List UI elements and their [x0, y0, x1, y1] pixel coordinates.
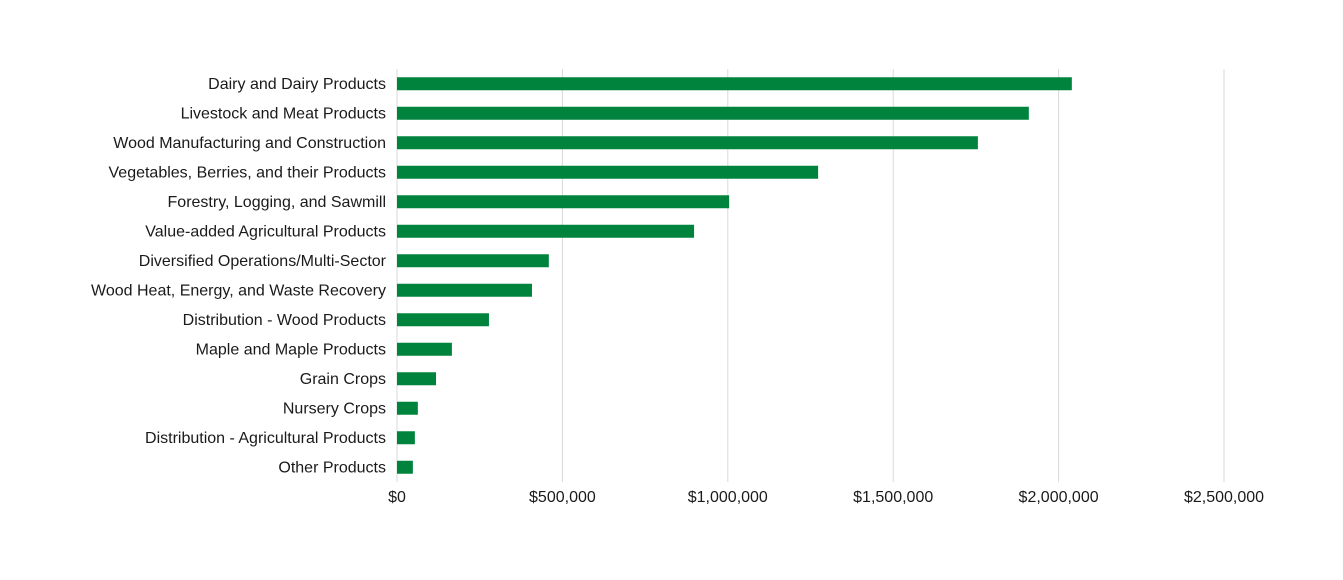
x-tick-label: $0	[388, 489, 406, 506]
bar	[397, 372, 437, 386]
bar	[397, 136, 978, 150]
bar	[397, 342, 452, 356]
bar	[397, 431, 415, 445]
y-tick-label: Wood Heat, Energy, and Waste Recovery	[91, 282, 386, 299]
bar	[397, 77, 1072, 91]
y-tick-label: Other Products	[278, 459, 386, 476]
y-tick-label: Livestock and Meat Products	[181, 105, 386, 122]
y-tick-label: Nursery Crops	[283, 400, 386, 417]
y-tick-label: Forestry, Logging, and Sawmill	[168, 194, 386, 211]
x-tick-label: $1,000,000	[688, 489, 768, 506]
bar	[397, 254, 549, 268]
bar	[397, 224, 695, 238]
y-tick-label: Maple and Maple Products	[196, 341, 386, 358]
y-tick-label: Diversified Operations/Multi-Sector	[139, 253, 387, 270]
bar	[397, 401, 418, 415]
x-tick-label: $500,000	[529, 489, 596, 506]
x-tick-label: $1,500,000	[853, 489, 933, 506]
bar	[397, 283, 532, 297]
y-tick-label: Distribution - Agricultural Products	[145, 430, 386, 447]
y-tick-label: Grain Crops	[300, 371, 386, 388]
y-tick-label: Distribution - Wood Products	[183, 312, 386, 329]
x-tick-label: $2,000,000	[1019, 489, 1099, 506]
bar	[397, 313, 489, 327]
bar	[397, 195, 730, 209]
bar	[397, 460, 413, 474]
bar	[397, 106, 1029, 120]
y-tick-label: Dairy and Dairy Products	[208, 76, 386, 93]
bar	[397, 165, 819, 179]
x-tick-label: $2,500,000	[1184, 489, 1264, 506]
y-tick-label: Value-added Agricultural Products	[145, 223, 386, 240]
y-tick-label: Vegetables, Berries, and their Products	[109, 164, 387, 181]
y-tick-label: Wood Manufacturing and Construction	[113, 135, 386, 152]
